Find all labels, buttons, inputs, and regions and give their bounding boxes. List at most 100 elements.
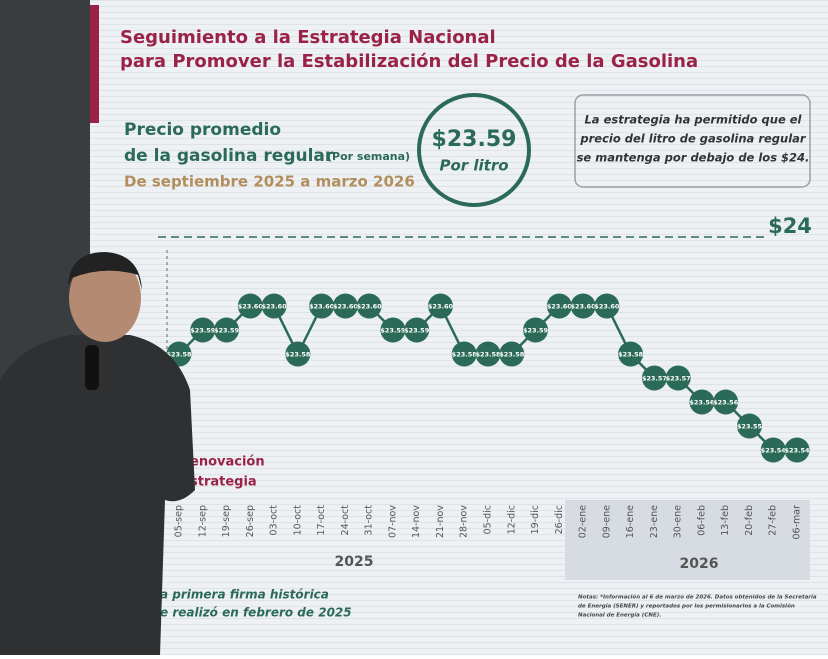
- value-label: $23.60: [547, 303, 573, 311]
- x-tick-label: 02-ene: [578, 505, 589, 538]
- x-tick-label: 17-oct: [316, 505, 327, 536]
- x-tick-label: 13-feb: [720, 505, 731, 536]
- x-tick-label: 24-oct: [340, 505, 351, 536]
- speaker: [0, 252, 195, 655]
- footer: e realizó en febrero de 2025: [160, 606, 352, 620]
- value-label: $23.60: [238, 303, 264, 311]
- x-tick-label: 21-nov: [435, 505, 446, 538]
- value-label: $23.56: [713, 399, 739, 407]
- point: [404, 317, 430, 343]
- point: [356, 293, 382, 319]
- side-note: enovación: [190, 455, 265, 470]
- x-tick-label: 26-sep: [245, 505, 256, 537]
- value-label: $23.56: [689, 399, 715, 407]
- title: Seguimiento a la Estrategia Nacional: [120, 27, 496, 48]
- x-tick-label: 05-sep: [174, 505, 185, 537]
- callout: precio del litro de gasolina regular: [579, 132, 806, 146]
- value-label: $23.58: [285, 351, 311, 359]
- value-label: $23.54: [784, 447, 810, 455]
- badge-unit: Por litro: [439, 157, 508, 175]
- point: [713, 389, 739, 415]
- x-tick-label: 30-ene: [673, 505, 684, 538]
- value-label: $23.58: [452, 351, 478, 359]
- value-label: $23.58: [499, 351, 525, 359]
- subtitle: de la gasolina regular: [124, 146, 334, 166]
- value-label: $23.60: [333, 303, 359, 311]
- value-label: $23.60: [594, 303, 620, 311]
- x-tick-label: 16-ene: [625, 505, 636, 538]
- point: [451, 341, 477, 367]
- badge-ring: [417, 93, 531, 207]
- x-tick-label: 06-feb: [696, 505, 707, 536]
- point: [309, 293, 335, 319]
- value-label: $23.60: [309, 303, 335, 311]
- x-tick-label: 14-nov: [411, 505, 422, 538]
- value-label: $23.60: [262, 303, 288, 311]
- point: [332, 293, 358, 319]
- value-label: $23.59: [523, 327, 549, 335]
- value-label: $23.59: [214, 327, 240, 335]
- title: para Promover la Estabilización del Prec…: [120, 51, 698, 72]
- speaker-body: [0, 335, 195, 655]
- point: [214, 317, 240, 343]
- year-label: 2026: [680, 556, 719, 572]
- footer: a primera firma histórica: [160, 588, 329, 602]
- chart: $23.58$23.59$23.59$23.60$23.60$23.58$23.…: [166, 293, 810, 540]
- value-label: $23.60: [357, 303, 383, 311]
- point: [736, 413, 762, 439]
- x-tick-label: 06-mar: [792, 505, 803, 540]
- point: [618, 341, 644, 367]
- point: [427, 293, 453, 319]
- badge-price: $23.59: [432, 127, 517, 152]
- point: [665, 365, 691, 391]
- notes: Notas: *Información al 6 de marzo de 202…: [578, 594, 817, 601]
- value-label: $23.58: [166, 351, 192, 359]
- value-label: $23.57: [642, 375, 667, 383]
- x-tick-label: 28-nov: [459, 505, 470, 538]
- point: [546, 293, 572, 319]
- year-label: 2025: [335, 554, 374, 570]
- x-tick-label: 12-dic: [506, 505, 517, 534]
- speaker-hair: [68, 252, 142, 290]
- point: [380, 317, 406, 343]
- point: [285, 341, 311, 367]
- x-tick-label: 12-sep: [197, 505, 208, 537]
- point: [475, 341, 501, 367]
- value-label: $23.58: [475, 351, 501, 359]
- x-tick-label: 27-feb: [768, 505, 779, 536]
- value-label: $23.58: [618, 351, 644, 359]
- value-label: $23.60: [428, 303, 454, 311]
- point: [190, 317, 216, 343]
- accent-bar: [90, 5, 99, 123]
- x-tick-label: 31-oct: [364, 505, 375, 536]
- point: [237, 293, 263, 319]
- value-label: $23.59: [404, 327, 430, 335]
- x-tick-label: 19-dic: [530, 505, 541, 534]
- notes: de Energía (SENER) y reportados por los …: [578, 603, 795, 610]
- side-note: strategia: [190, 475, 257, 490]
- notes: Nacional de Energía (CNE).: [578, 612, 661, 619]
- x-tick-label: 03-oct: [269, 505, 280, 536]
- x-tick-label: 20-feb: [744, 505, 755, 536]
- point: [523, 317, 549, 343]
- point: [570, 293, 596, 319]
- value-label: $23.54: [761, 447, 787, 455]
- point: [784, 437, 810, 463]
- point: [689, 389, 715, 415]
- subtitle-note: (Por semana): [327, 150, 410, 163]
- period: De septiembre 2025 a marzo 2026: [124, 173, 415, 191]
- value-label: $23.60: [571, 303, 597, 311]
- point: [760, 437, 786, 463]
- x-tick-label: 07-nov: [387, 505, 398, 538]
- point: [261, 293, 287, 319]
- value-label: $23.59: [380, 327, 406, 335]
- x-tick-label: 09-ene: [601, 505, 612, 538]
- point: [499, 341, 525, 367]
- value-label: $23.55: [737, 423, 763, 431]
- x-tick-label: 19-sep: [221, 505, 232, 537]
- callout: se mantenga por debajo de los $24.: [577, 151, 810, 165]
- microphone: [85, 345, 99, 390]
- point: [641, 365, 667, 391]
- year-band: [565, 500, 810, 580]
